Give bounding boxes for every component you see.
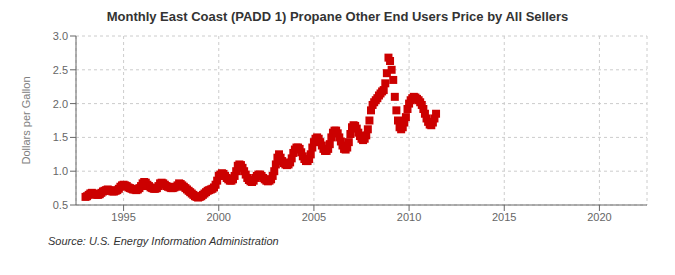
svg-text:2.0: 2.0 xyxy=(53,98,68,110)
html-text:Source: U.S. Energy Informatio: Source: U.S. Energy Information Administ… xyxy=(48,235,279,247)
svg-text:1995: 1995 xyxy=(111,211,135,223)
svg-text:2015: 2015 xyxy=(492,211,516,223)
svg-text:Dollars per Gallon: Dollars per Gallon xyxy=(20,76,32,164)
svg-text:1.0: 1.0 xyxy=(53,165,68,177)
svg-text:0.5: 0.5 xyxy=(53,199,68,211)
svg-text:2020: 2020 xyxy=(587,211,611,223)
svg-text:2005: 2005 xyxy=(302,211,326,223)
svg-text:1.5: 1.5 xyxy=(53,131,68,143)
svg-text:2.5: 2.5 xyxy=(53,64,68,76)
svg-text:2010: 2010 xyxy=(397,211,421,223)
svg-text:3.0: 3.0 xyxy=(53,30,68,42)
svg-text:2000: 2000 xyxy=(207,211,231,223)
html-text:Monthly East Coast (PADD 1) Pr: Monthly East Coast (PADD 1) Propane Othe… xyxy=(106,9,569,24)
